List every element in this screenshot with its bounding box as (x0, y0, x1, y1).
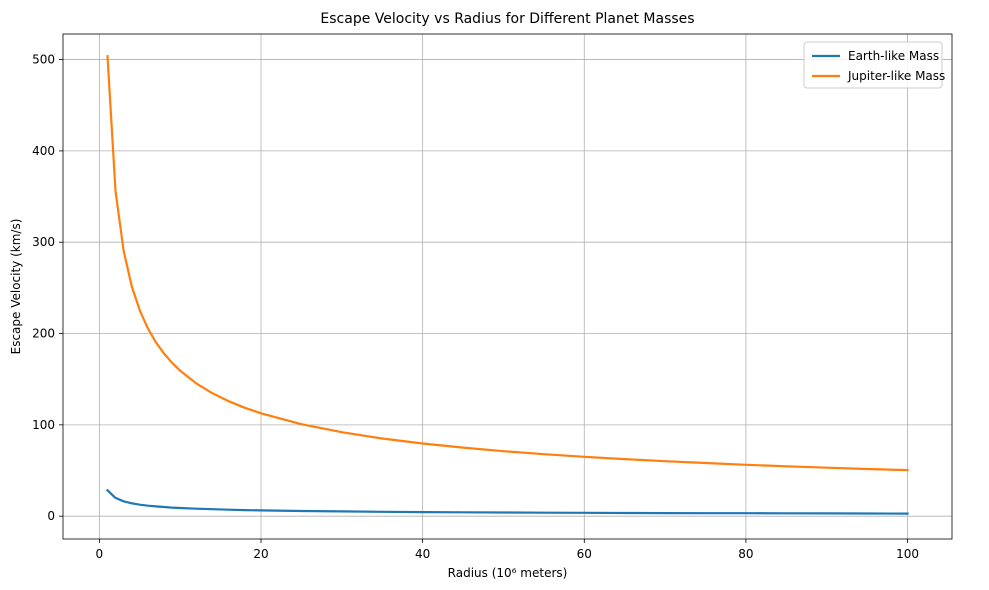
x-tick-label: 100 (896, 547, 919, 561)
x-tick-label: 20 (253, 547, 268, 561)
series-lines (105, 55, 909, 515)
x-tick-label: 60 (577, 547, 592, 561)
legend-label-1: Jupiter-like Mass (847, 69, 945, 83)
chart-title: Escape Velocity vs Radius for Different … (320, 11, 694, 27)
x-tick-label: 80 (738, 547, 753, 561)
x-tick-label: 0 (96, 547, 104, 561)
y-tick-label: 500 (32, 53, 55, 67)
x-axis-ticks: 0 20 40 60 80 100 (96, 539, 919, 561)
y-axis-ticks: 0 100 200 300 400 500 (32, 53, 63, 523)
y-tick-label: 300 (32, 235, 55, 249)
y-tick-label: 100 (32, 418, 55, 432)
series-line-1 (106, 55, 909, 472)
y-axis-label: Escape Velocity (km/s) (9, 219, 23, 355)
y-tick-label: 0 (47, 509, 55, 523)
x-tick-label: 40 (415, 547, 430, 561)
grid-lines (63, 34, 952, 539)
plot-frame (62, 33, 953, 540)
x-axis-label: Radius (10⁶ meters) (448, 566, 568, 580)
legend-label-0: Earth-like Mass (848, 49, 939, 63)
legend: Earth-like Mass Jupiter-like Mass (803, 41, 945, 89)
y-tick-label: 200 (32, 327, 55, 341)
series-line-0 (105, 488, 909, 515)
y-tick-label: 400 (32, 144, 55, 158)
